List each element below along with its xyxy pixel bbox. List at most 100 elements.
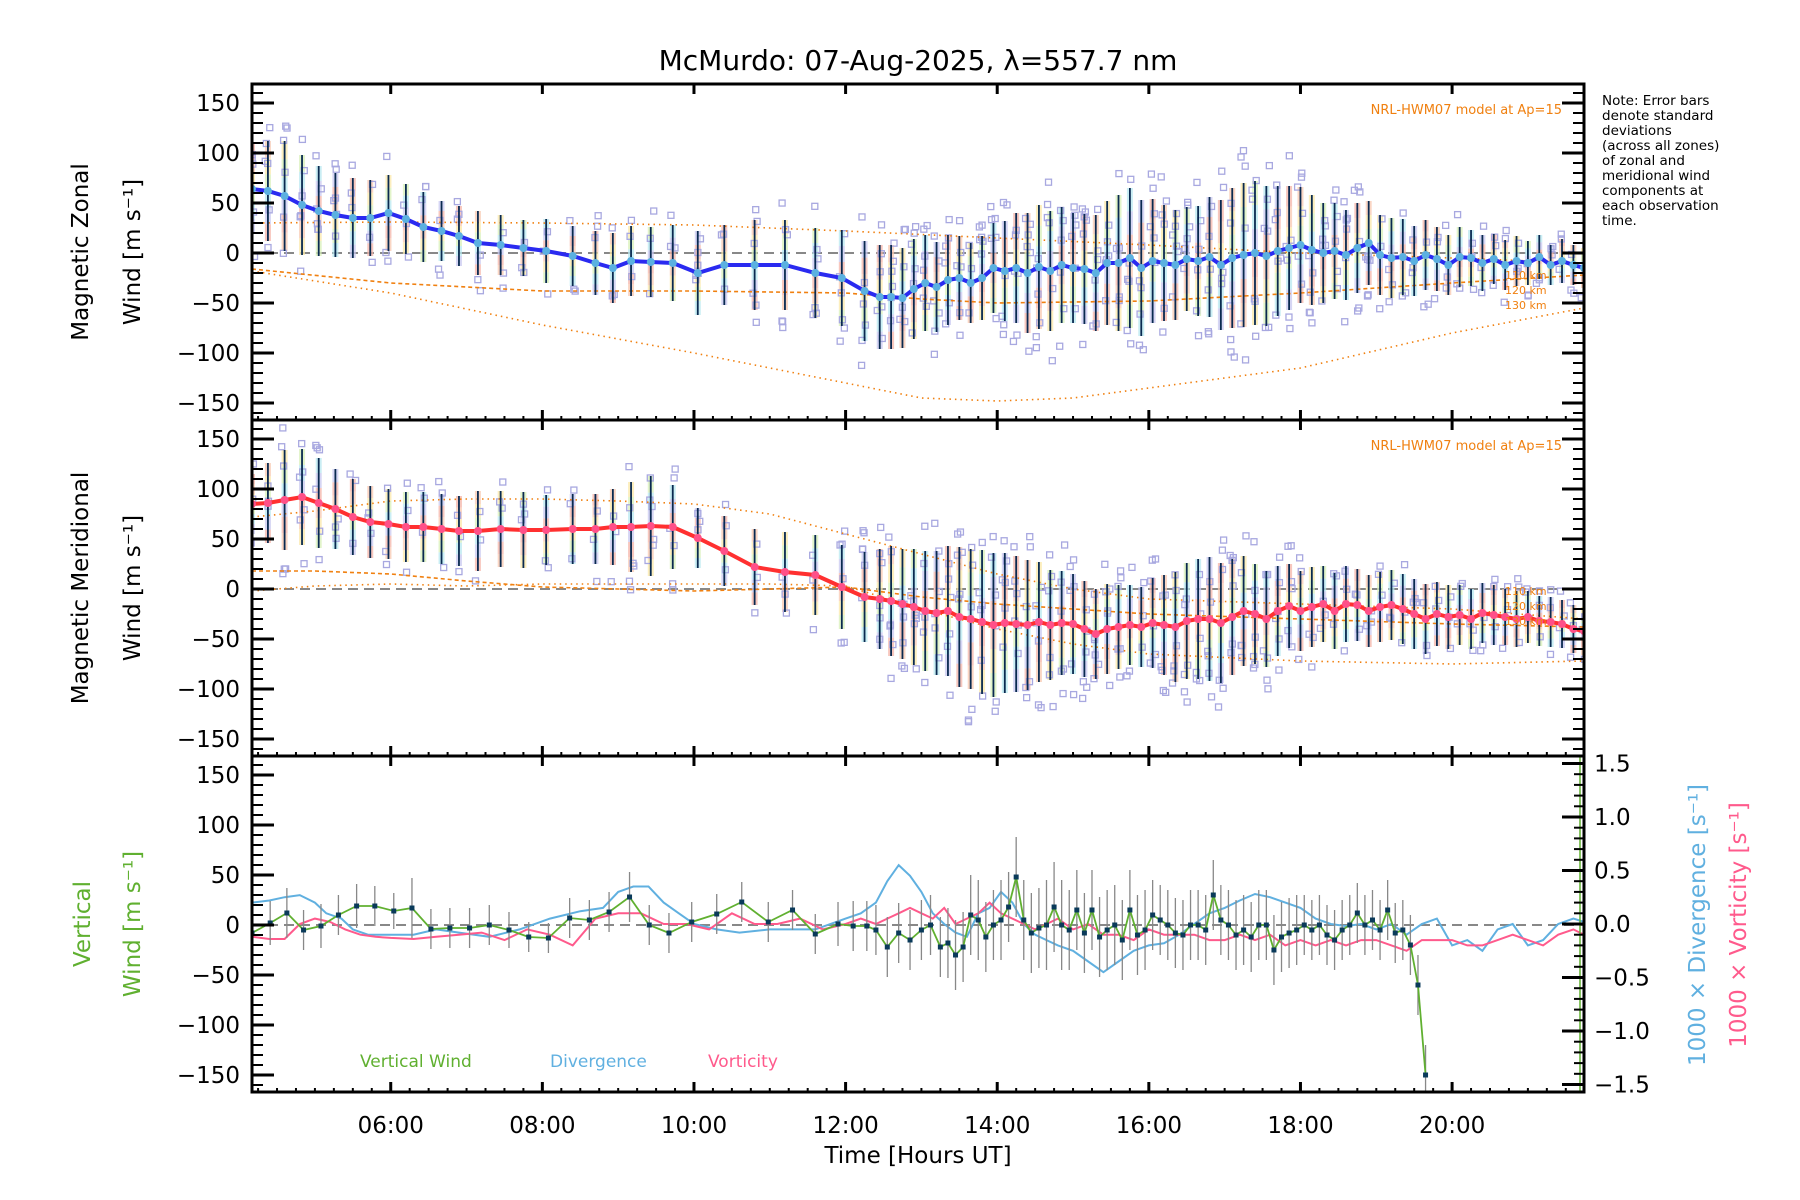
- x-axis: 06:00 08:00 10:00 12:00 14:00 16:00 18:00 20:00: [358, 1113, 1486, 1139]
- zone-point: [1079, 230, 1088, 238]
- vertical-wind-marker: [689, 919, 695, 925]
- zone-point: [1044, 178, 1053, 186]
- zone-point: [1298, 169, 1306, 177]
- zone-point: [1514, 239, 1523, 247]
- zone-point: [1138, 643, 1146, 651]
- zone-point: [543, 228, 552, 236]
- zone-point: [607, 578, 615, 586]
- mean-wind-marker: [1012, 620, 1021, 628]
- mean-wind-marker: [1000, 619, 1009, 627]
- zone-point: [1492, 241, 1500, 250]
- zone-point: [721, 566, 730, 574]
- zone-point: [696, 517, 704, 525]
- zone-point: [1172, 209, 1181, 218]
- mean-wind-marker: [955, 274, 964, 282]
- zone-point: [1378, 215, 1386, 223]
- zone-point: [1351, 590, 1360, 598]
- zone-point: [1043, 200, 1052, 209]
- mean-wind-marker: [1262, 252, 1271, 260]
- vertical-wind-marker: [486, 922, 492, 928]
- zone-point: [877, 221, 886, 229]
- zone-point: [348, 161, 356, 169]
- zone-point: [987, 202, 995, 211]
- zone-point: [999, 198, 1008, 207]
- zone-point: [315, 555, 323, 564]
- zone-point: [1477, 647, 1485, 655]
- mean-wind-marker: [1330, 607, 1339, 615]
- mean-wind-marker: [1250, 610, 1259, 618]
- x-tick-label: 18:00: [1267, 1113, 1333, 1139]
- vertical-wind-marker: [1324, 932, 1330, 938]
- mean-wind-marker: [811, 571, 820, 579]
- zone-point: [1079, 694, 1087, 703]
- zone-point: [919, 294, 927, 302]
- vertical-wind-marker: [1006, 904, 1012, 910]
- zone-point: [1045, 587, 1053, 595]
- zone-point: [890, 239, 898, 247]
- vertical-wind-marker: [428, 926, 434, 932]
- zone-point: [1419, 599, 1428, 607]
- mean-wind-marker: [1239, 607, 1248, 615]
- vertical-wind-marker: [627, 894, 633, 900]
- mean-wind-marker: [887, 293, 896, 301]
- zone-point: [1491, 623, 1499, 631]
- zone-point: [1453, 210, 1462, 219]
- zone-point: [919, 628, 928, 636]
- zone-point: [1071, 211, 1079, 219]
- zone-point: [1242, 532, 1250, 540]
- zone-point: [1218, 565, 1227, 574]
- mean-wind-marker: [1091, 630, 1100, 638]
- mean-wind-marker: [1069, 264, 1078, 272]
- vertical-wind-marker: [1263, 922, 1269, 928]
- zone-point: [278, 443, 286, 451]
- zone-point: [266, 123, 274, 132]
- vertical-wind-marker: [666, 930, 672, 936]
- vertical-wind-marker: [506, 927, 512, 933]
- zone-point: [1204, 286, 1212, 294]
- zone-point: [296, 516, 304, 524]
- zone-point: [1026, 543, 1034, 551]
- zone-point: [954, 530, 962, 538]
- altitude-label: 130 km: [1505, 299, 1547, 312]
- zone-point: [1135, 341, 1144, 349]
- zone-point: [1070, 203, 1078, 211]
- x-tick-label: 12:00: [812, 1113, 878, 1139]
- zone-point: [1566, 653, 1575, 661]
- zone-point: [1423, 651, 1431, 660]
- zone-point: [860, 529, 868, 537]
- zone-point: [252, 539, 255, 547]
- zone-point: [434, 265, 443, 273]
- zone-point: [1162, 688, 1170, 696]
- zone-point: [1069, 690, 1078, 699]
- vertical-wind-marker: [354, 903, 360, 909]
- zone-point: [911, 223, 920, 231]
- zone-point: [1548, 251, 1556, 259]
- zone-point: [1170, 662, 1178, 670]
- zone-point: [1241, 224, 1249, 232]
- vertical-wind-marker: [884, 944, 890, 950]
- mean-wind-marker: [1512, 615, 1521, 623]
- zone-point: [670, 541, 678, 550]
- zone-point: [908, 329, 916, 337]
- zone-point: [517, 516, 526, 524]
- model-label: NRL-HWM07 model at Ap=15: [1371, 103, 1562, 118]
- zone-point: [544, 290, 552, 298]
- zone-point: [1355, 625, 1364, 633]
- zone-point: [471, 577, 480, 585]
- mean-wind-marker: [693, 534, 702, 542]
- mean-wind-marker: [496, 525, 505, 533]
- zone-point: [1172, 242, 1181, 250]
- zone-point: [570, 285, 578, 293]
- zone-point: [1275, 635, 1283, 643]
- y-tick-label: 50: [211, 863, 240, 889]
- zone-point: [440, 563, 448, 572]
- mean-wind-marker: [1171, 623, 1180, 631]
- zone-point: [625, 577, 634, 585]
- zone-point: [1385, 298, 1393, 306]
- mean-wind-marker: [1444, 613, 1453, 621]
- mean-wind-marker: [1205, 253, 1214, 261]
- zone-point: [1116, 673, 1124, 681]
- mean-wind-marker: [1273, 247, 1282, 255]
- vertical-wind-marker: [1347, 922, 1353, 928]
- zone-point: [1297, 280, 1306, 288]
